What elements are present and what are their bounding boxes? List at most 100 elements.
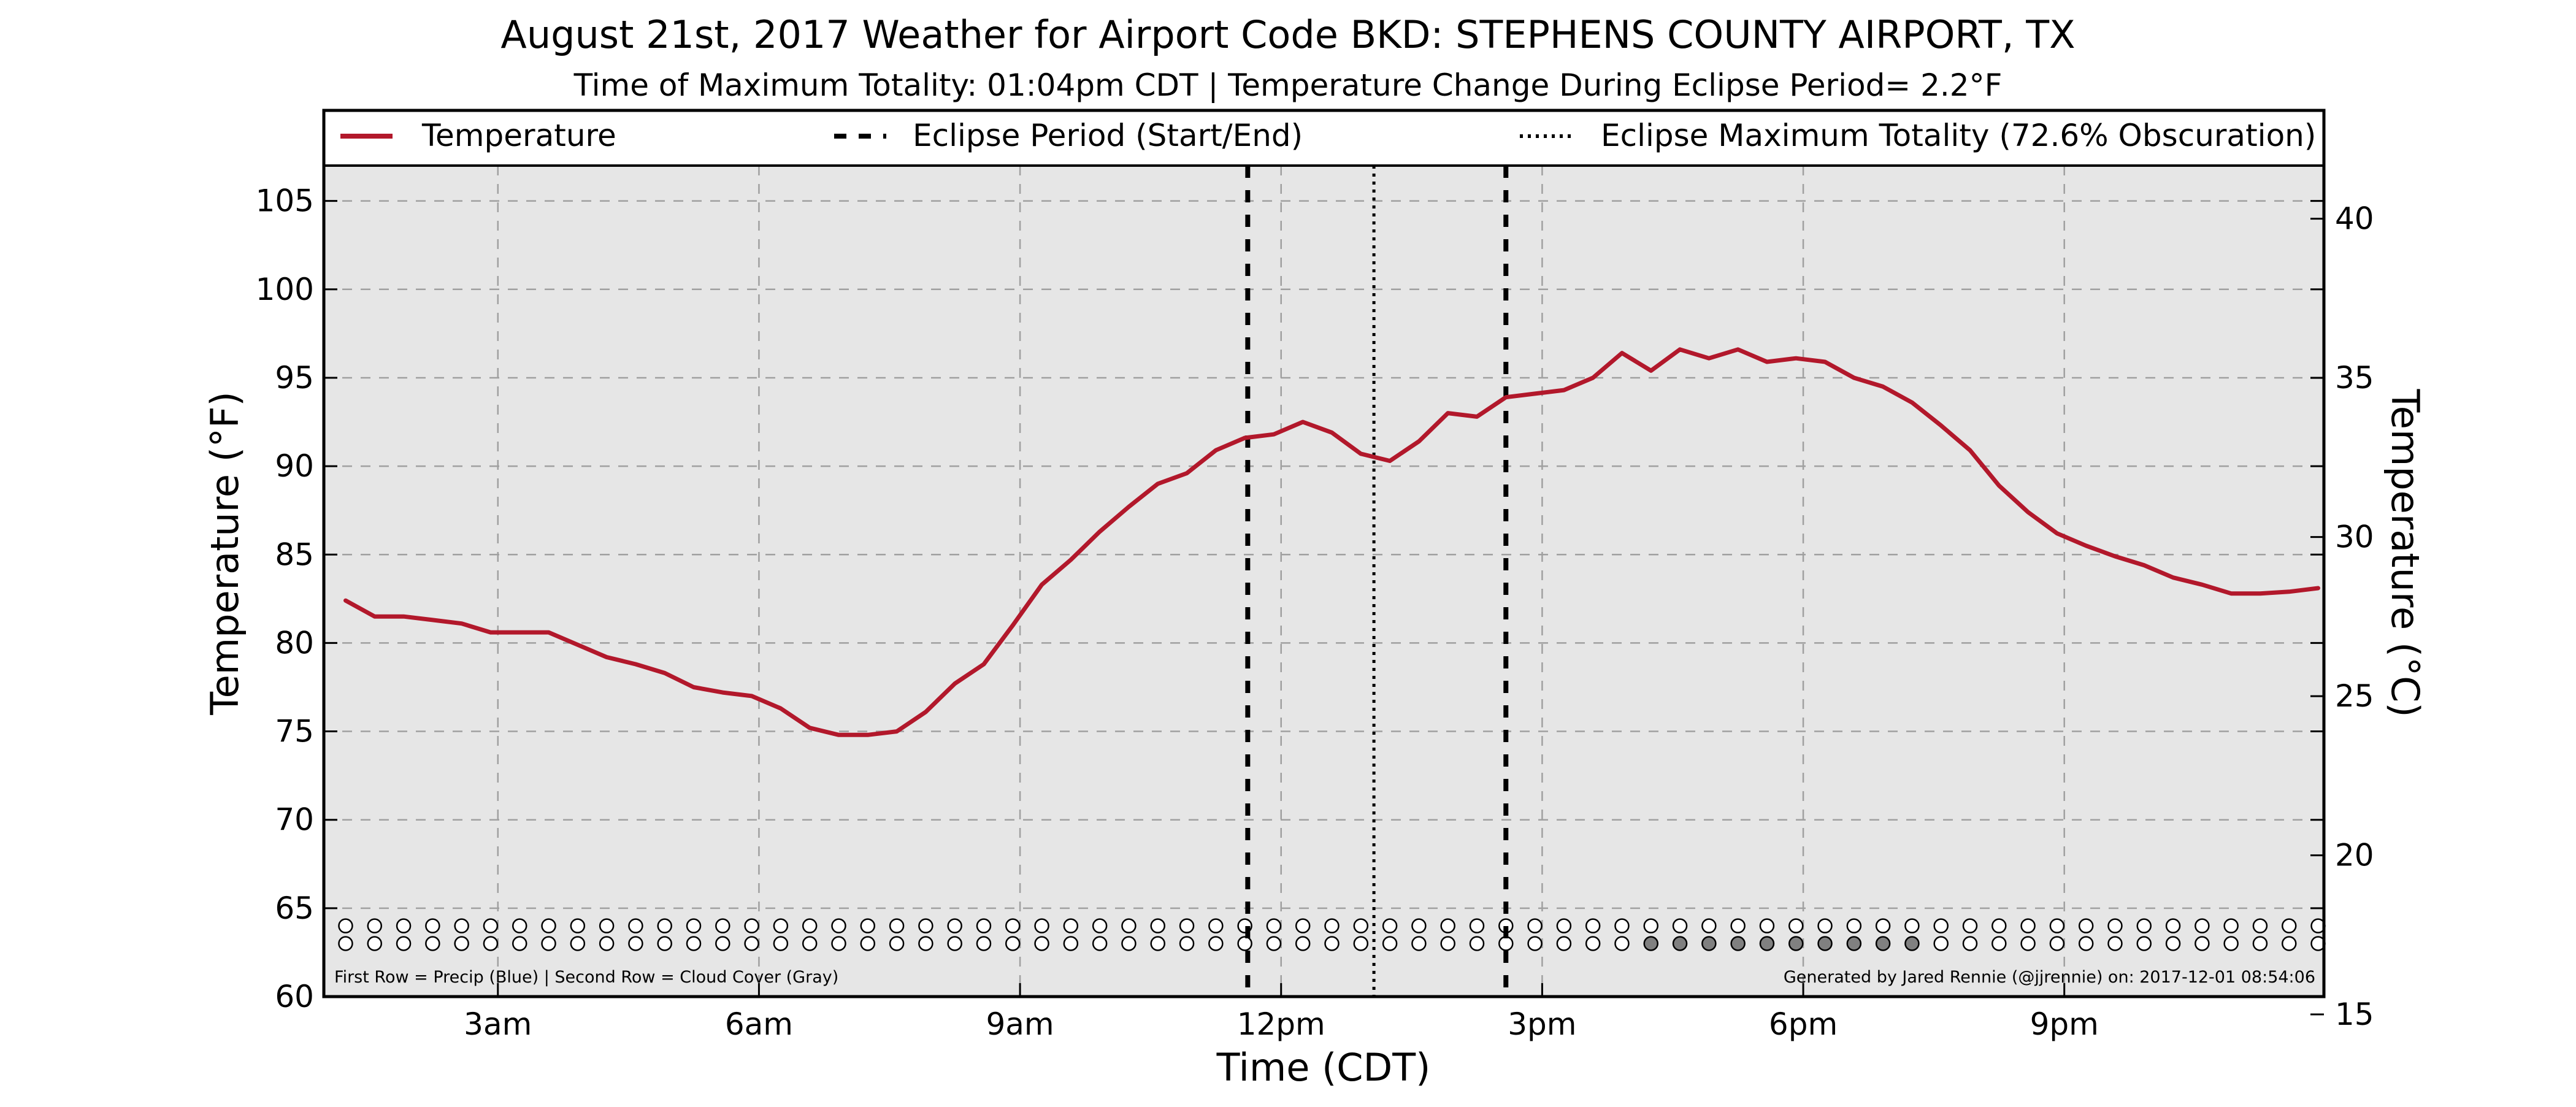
cloud-cover-marker	[512, 936, 527, 951]
cloud-cover-marker	[918, 936, 933, 951]
cloud-cover-marker	[570, 936, 586, 951]
cloud-cover-marker	[1092, 936, 1108, 951]
precip-marker	[976, 918, 992, 933]
indicator-rows	[338, 918, 2326, 951]
precip-marker	[1208, 918, 1224, 933]
y-tick-label-left: 60	[275, 979, 314, 1014]
cloud-cover-marker	[831, 936, 846, 951]
precip-marker	[2136, 918, 2152, 933]
precip-marker	[541, 918, 556, 933]
cloud-cover-marker	[1382, 936, 1398, 951]
precip-marker	[1150, 918, 1165, 933]
cloud-cover-marker	[686, 936, 702, 951]
precip-marker	[1904, 918, 1920, 933]
x-tick-label: 6pm	[1769, 1006, 1838, 1042]
y-tick-label-right: 30	[2335, 519, 2374, 555]
cloud-cover-marker	[1643, 936, 1659, 951]
precip-marker	[1817, 918, 1833, 933]
cloud-cover-marker	[1063, 936, 1079, 951]
precip-marker	[483, 918, 499, 933]
cloud-cover-marker	[976, 936, 992, 951]
precip-marker	[1991, 918, 2007, 933]
x-tick-label: 6am	[725, 1006, 793, 1042]
x-tick-label: 9am	[986, 1006, 1054, 1042]
legend-label-eclipse-period: Eclipse Period (Start/End)	[913, 118, 1303, 153]
cloud-cover-marker	[2049, 936, 2065, 951]
precip-marker	[1324, 918, 1340, 933]
cloud-cover-marker	[1237, 936, 1252, 951]
precip-marker	[1556, 918, 1572, 933]
cloud-cover-marker	[1150, 936, 1165, 951]
precip-marker	[1121, 918, 1137, 933]
cloud-cover-marker	[1904, 936, 1920, 951]
y-tick-label-right: 35	[2335, 360, 2374, 396]
cloud-cover-marker	[802, 936, 818, 951]
cloud-cover-marker	[1005, 936, 1021, 951]
precip-marker	[2252, 918, 2268, 933]
precip-marker	[2165, 918, 2181, 933]
cloud-cover-marker	[454, 936, 469, 951]
y-tick-label-left: 70	[275, 802, 314, 838]
legend-label-temperature: Temperature	[421, 118, 616, 153]
precip-marker	[1701, 918, 1717, 933]
cloud-cover-marker	[1556, 936, 1572, 951]
cloud-cover-marker	[1179, 936, 1195, 951]
precip-marker	[2049, 918, 2065, 933]
legend-label-eclipse-max: Eclipse Maximum Totality (72.6% Obscurat…	[1601, 118, 2316, 153]
gridlines	[324, 166, 2324, 998]
precip-marker	[1933, 918, 1949, 933]
cloud-cover-marker	[1411, 936, 1427, 951]
precip-marker	[831, 918, 846, 933]
cloud-cover-marker	[1440, 936, 1455, 951]
x-tick-label: 9pm	[2030, 1006, 2099, 1042]
precip-marker	[860, 918, 876, 933]
cloud-cover-marker	[947, 936, 962, 951]
axes: 60 65 70 75 80 85 90 95 100 105 15 20 25 30 35 40 3am 6am…	[256, 183, 2374, 1042]
cloud-cover-marker	[1846, 936, 1862, 951]
cloud-cover-marker	[2165, 936, 2181, 951]
cloud-cover-marker	[773, 936, 789, 951]
series-layer	[343, 347, 2320, 737]
precip-marker	[628, 918, 643, 933]
y-tick-label-right: 20	[2335, 838, 2374, 873]
precip-marker	[889, 918, 905, 933]
precip-marker	[367, 918, 383, 933]
chart-subtitle: Time of Maximum Totality: 01:04pm CDT | …	[573, 67, 2003, 103]
cloud-cover-marker	[1817, 936, 1833, 951]
x-tick-label: 12pm	[1237, 1006, 1325, 1042]
cloud-cover-marker	[1208, 936, 1224, 951]
y-tick-label-right: 25	[2335, 678, 2374, 714]
cloud-cover-marker	[1991, 936, 2007, 951]
precip-marker	[1585, 918, 1601, 933]
precip-marker	[1527, 918, 1543, 933]
y-axis-label-right: Temperature (°C)	[2383, 388, 2428, 717]
legend: Temperature Eclipse Period (Start/End) E…	[340, 118, 2316, 153]
precip-marker	[338, 918, 353, 933]
precip-marker	[1411, 918, 1427, 933]
cloud-cover-marker	[1701, 936, 1717, 951]
precip-marker	[1614, 918, 1630, 933]
y-tick-label-left: 80	[275, 625, 314, 661]
precip-marker	[1875, 918, 1891, 933]
precip-marker	[2020, 918, 2036, 933]
precip-marker	[918, 918, 933, 933]
footnote-right: Generated by Jared Rennie (@jjrennie) on…	[1784, 968, 2315, 987]
cloud-cover-marker	[715, 936, 730, 951]
precip-marker	[599, 918, 615, 933]
y-tick-label-left: 105	[256, 183, 314, 219]
footnote-left: First Row = Precip (Blue) | Second Row =…	[334, 968, 838, 987]
cloud-cover-marker	[1324, 936, 1340, 951]
precip-marker	[1034, 918, 1049, 933]
precip-marker	[1788, 918, 1804, 933]
cloud-cover-marker	[1121, 936, 1137, 951]
cloud-cover-marker	[860, 936, 876, 951]
precip-marker	[1730, 918, 1746, 933]
precip-marker	[773, 918, 789, 933]
cloud-cover-marker	[1788, 936, 1804, 951]
cloud-cover-marker	[2107, 936, 2123, 951]
precip-marker	[1005, 918, 1021, 933]
cloud-cover-marker	[657, 936, 672, 951]
cloud-cover-marker	[1933, 936, 1949, 951]
cloud-cover-marker	[1730, 936, 1746, 951]
cloud-cover-marker	[1672, 936, 1688, 951]
